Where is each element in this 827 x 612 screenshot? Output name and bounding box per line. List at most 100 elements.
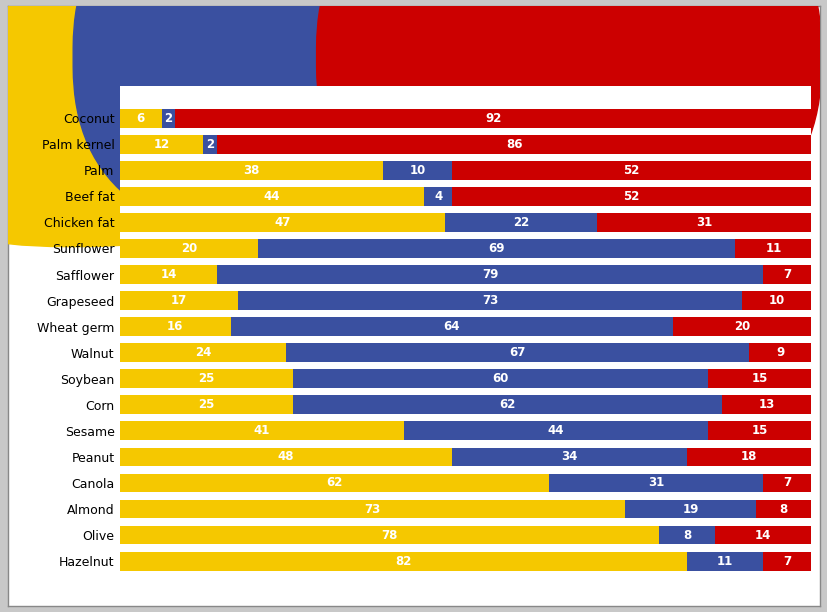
Text: 14: 14 — [754, 529, 770, 542]
Text: 20: 20 — [734, 320, 749, 333]
Text: 8: 8 — [682, 529, 691, 542]
Text: 73: 73 — [481, 294, 498, 307]
Text: Polyunsaturated Fat: Polyunsaturated Fat — [337, 51, 489, 64]
Bar — [741, 291, 810, 310]
Text: 73: 73 — [364, 502, 380, 515]
Text: 82: 82 — [394, 554, 411, 568]
Text: 31: 31 — [647, 477, 663, 490]
Bar — [120, 213, 444, 232]
Text: 16: 16 — [167, 320, 184, 333]
Bar — [217, 135, 810, 154]
Text: 38: 38 — [243, 164, 260, 177]
Bar — [120, 187, 423, 206]
Bar — [762, 552, 810, 570]
Bar — [762, 474, 810, 493]
FancyBboxPatch shape — [316, 0, 820, 247]
Bar — [624, 499, 755, 518]
Bar — [452, 447, 686, 466]
Bar — [548, 474, 762, 493]
Bar — [707, 422, 810, 440]
Bar — [120, 135, 203, 154]
Text: 4: 4 — [433, 190, 442, 203]
Bar — [120, 317, 231, 336]
Bar — [762, 265, 810, 284]
Bar — [707, 370, 810, 388]
Bar — [120, 526, 658, 545]
Text: 20: 20 — [181, 242, 197, 255]
Text: 22: 22 — [512, 216, 528, 229]
Text: 78: 78 — [381, 529, 398, 542]
Bar — [217, 265, 762, 284]
Bar — [293, 395, 720, 414]
Text: 7: 7 — [782, 268, 791, 281]
Bar — [748, 343, 810, 362]
Text: 62: 62 — [326, 477, 342, 490]
Bar — [120, 395, 293, 414]
Text: 11: 11 — [764, 242, 781, 255]
Bar — [452, 161, 810, 180]
Bar — [120, 499, 624, 518]
Bar — [293, 370, 707, 388]
Bar — [120, 239, 258, 258]
Bar — [120, 552, 686, 570]
Text: Saturated Fat: Saturated Fat — [580, 51, 682, 64]
Bar — [120, 422, 403, 440]
Text: 79: 79 — [481, 268, 498, 281]
Bar — [658, 526, 714, 545]
Bar — [423, 187, 452, 206]
Bar — [120, 343, 285, 362]
Bar — [672, 317, 810, 336]
Bar — [596, 213, 810, 232]
Bar — [444, 213, 596, 232]
Text: 86: 86 — [505, 138, 522, 151]
Bar — [686, 447, 810, 466]
Text: 17: 17 — [170, 294, 187, 307]
Text: 8: 8 — [779, 502, 787, 515]
Bar — [161, 109, 175, 127]
Text: 25: 25 — [198, 372, 214, 385]
Bar — [203, 135, 217, 154]
Text: 7: 7 — [782, 477, 791, 490]
Text: 48: 48 — [277, 450, 294, 463]
Bar — [120, 474, 548, 493]
Text: Oil Comparison: Oil Comparison — [318, 33, 509, 53]
Text: 11: 11 — [716, 554, 732, 568]
Text: 12: 12 — [153, 138, 170, 151]
Bar — [231, 317, 672, 336]
Text: 15: 15 — [750, 372, 767, 385]
Bar — [237, 291, 741, 310]
Text: 15: 15 — [750, 424, 767, 438]
Bar — [720, 395, 810, 414]
Text: 62: 62 — [499, 398, 514, 411]
Text: 69: 69 — [488, 242, 504, 255]
Bar — [120, 265, 217, 284]
Bar — [175, 109, 810, 127]
Text: 6: 6 — [136, 111, 145, 125]
Text: 2: 2 — [165, 111, 172, 125]
Text: 44: 44 — [264, 190, 280, 203]
Bar — [120, 370, 293, 388]
Bar — [120, 291, 237, 310]
Text: 67: 67 — [509, 346, 525, 359]
FancyBboxPatch shape — [73, 0, 577, 247]
Bar — [120, 447, 452, 466]
Text: 19: 19 — [681, 502, 698, 515]
Text: 10: 10 — [409, 164, 425, 177]
Text: 9: 9 — [775, 346, 783, 359]
Text: 13: 13 — [758, 398, 774, 411]
Text: 2: 2 — [206, 138, 213, 151]
Text: 52: 52 — [623, 164, 639, 177]
Text: 60: 60 — [491, 372, 508, 385]
Text: 52: 52 — [623, 190, 639, 203]
Text: 25: 25 — [198, 398, 214, 411]
Bar — [452, 187, 810, 206]
Bar — [285, 343, 748, 362]
Bar — [755, 499, 810, 518]
Bar — [120, 109, 161, 127]
Text: 14: 14 — [160, 268, 176, 281]
Text: 24: 24 — [194, 346, 211, 359]
Text: 47: 47 — [274, 216, 290, 229]
Text: 31: 31 — [696, 216, 711, 229]
Bar — [120, 161, 382, 180]
Text: 41: 41 — [253, 424, 270, 438]
